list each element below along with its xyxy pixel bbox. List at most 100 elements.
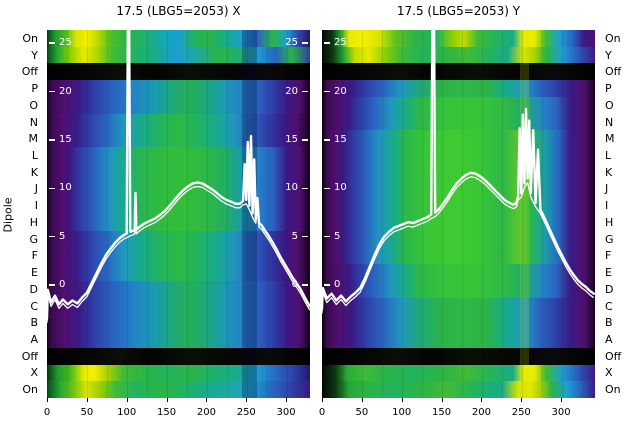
x-tick-mark: [481, 398, 483, 402]
x-tick-label: 100: [117, 407, 137, 418]
row-labels-left: On Y Off P O N M L K J I H G F E D C B A Off X On: [0, 30, 41, 398]
row-label: On: [605, 31, 621, 45]
heatmap-row: [322, 63, 595, 81]
row-label: M: [605, 132, 615, 146]
x-tick-label: 200: [471, 407, 491, 418]
x-tick-mark: [401, 398, 403, 402]
heatmap-row: [47, 147, 310, 164]
heatmap-row: [322, 347, 595, 365]
heatmap-row: [47, 247, 310, 265]
row-label: I: [605, 199, 609, 213]
row-label: F: [31, 249, 38, 263]
plot-y-title: 17.5 (LBG5=2053) Y: [396, 4, 521, 18]
x-tick-label: 100: [392, 407, 412, 418]
heatmap-row: [47, 113, 310, 131]
row-label: X: [30, 366, 38, 380]
heatmap-row: [322, 264, 595, 282]
row-labels-right: On Y Off P O N M L K J I H G F E D C B A Off X On: [602, 30, 638, 398]
row-label: M: [28, 132, 39, 146]
row-label: Off: [21, 349, 38, 363]
x-tick-label: 50: [355, 407, 369, 418]
heatmap-row: [47, 347, 310, 365]
x-tick-label: 200: [196, 407, 216, 418]
x-tick-label: 250: [511, 407, 531, 418]
x-tick-mark: [441, 398, 443, 402]
x-axis-x: 0 50 100 150 200 250 300: [43, 398, 310, 428]
x-tick-mark: [286, 398, 288, 402]
x-tick-mark: [561, 398, 563, 402]
row-label: On: [22, 383, 38, 397]
row-label: On: [22, 31, 38, 45]
x-tick-label: 150: [157, 407, 177, 418]
plot-y: 17.5 (LBG5=2053) Y 0 50 100 150 200 250 300 25…: [319, 4, 595, 418]
x-tick-label: 0: [318, 407, 326, 418]
heatmap-row: [47, 96, 310, 114]
x-tick-mark: [47, 398, 48, 402]
x-tick-mark: [86, 398, 88, 402]
row-label: N: [605, 115, 614, 129]
row-label: D: [605, 282, 614, 296]
row-label: D: [29, 282, 38, 296]
heatmap-row: [322, 281, 595, 298]
heatmap-row: [322, 364, 595, 382]
row-label: G: [29, 232, 38, 246]
row-label: J: [605, 182, 609, 196]
row-label: E: [605, 266, 612, 280]
x-tick-mark: [361, 398, 363, 402]
line-overlay-x: [47, 30, 310, 323]
heatmap-row: [322, 297, 595, 315]
plot-x-title: 17.5 (LBG5=2053) X: [116, 4, 241, 18]
row-label: B: [605, 316, 613, 330]
row-label: A: [605, 332, 613, 346]
x-tick-label: 150: [432, 407, 452, 418]
row-label: C: [605, 299, 613, 313]
x-tick-label: 50: [80, 407, 94, 418]
heatmap-row: [47, 30, 310, 47]
row-label: N: [29, 115, 38, 129]
heatmap-row: [322, 80, 595, 97]
x-tick-label: 0: [43, 407, 51, 418]
x-tick-mark: [521, 398, 523, 402]
heatmap-row: [322, 381, 595, 398]
row-label: G: [605, 232, 614, 246]
heatmap-row: [47, 281, 310, 298]
row-label: B: [30, 316, 38, 330]
row-label: H: [29, 215, 38, 229]
heatmap-row: [322, 247, 595, 265]
heatmap-row: [322, 30, 595, 47]
row-label: L: [31, 148, 38, 162]
row-label: X: [605, 366, 613, 380]
x-tick-mark: [166, 398, 168, 402]
x-tick-mark: [246, 398, 248, 402]
plot-x: 17.5 (LBG5=2053) X 0 50 100 150 200 250 300 25…: [44, 4, 310, 418]
heatmap-x: [47, 30, 310, 398]
x-axis-y: 0 50 100 150 200 250 300: [318, 398, 595, 428]
row-label: K: [605, 165, 613, 179]
row-label: K: [30, 165, 38, 179]
row-label: P: [605, 82, 612, 96]
heatmap-row: [47, 197, 310, 215]
x-tick-label: 300: [276, 407, 296, 418]
row-label: P: [31, 82, 38, 96]
heatmap-row: [322, 197, 595, 215]
row-label: Off: [605, 65, 622, 79]
row-label: F: [605, 249, 612, 263]
row-label: H: [605, 215, 614, 229]
x-tick-label: 300: [551, 407, 571, 418]
heatmap-row: [47, 314, 310, 332]
row-label: C: [30, 299, 38, 313]
row-label: On: [605, 383, 621, 397]
heatmap-row: [47, 264, 310, 282]
heatmap-row: [47, 80, 310, 97]
x-tick-mark: [126, 398, 128, 402]
row-label: J: [34, 182, 38, 196]
heatmap-row: [47, 364, 310, 382]
x-tick-mark: [206, 398, 208, 402]
row-label: O: [605, 98, 614, 112]
heatmap-row: [322, 314, 595, 332]
row-label: L: [605, 148, 612, 162]
heatmap-row: [47, 214, 310, 231]
row-label: Off: [21, 65, 38, 79]
heatmap-row: [47, 46, 310, 64]
